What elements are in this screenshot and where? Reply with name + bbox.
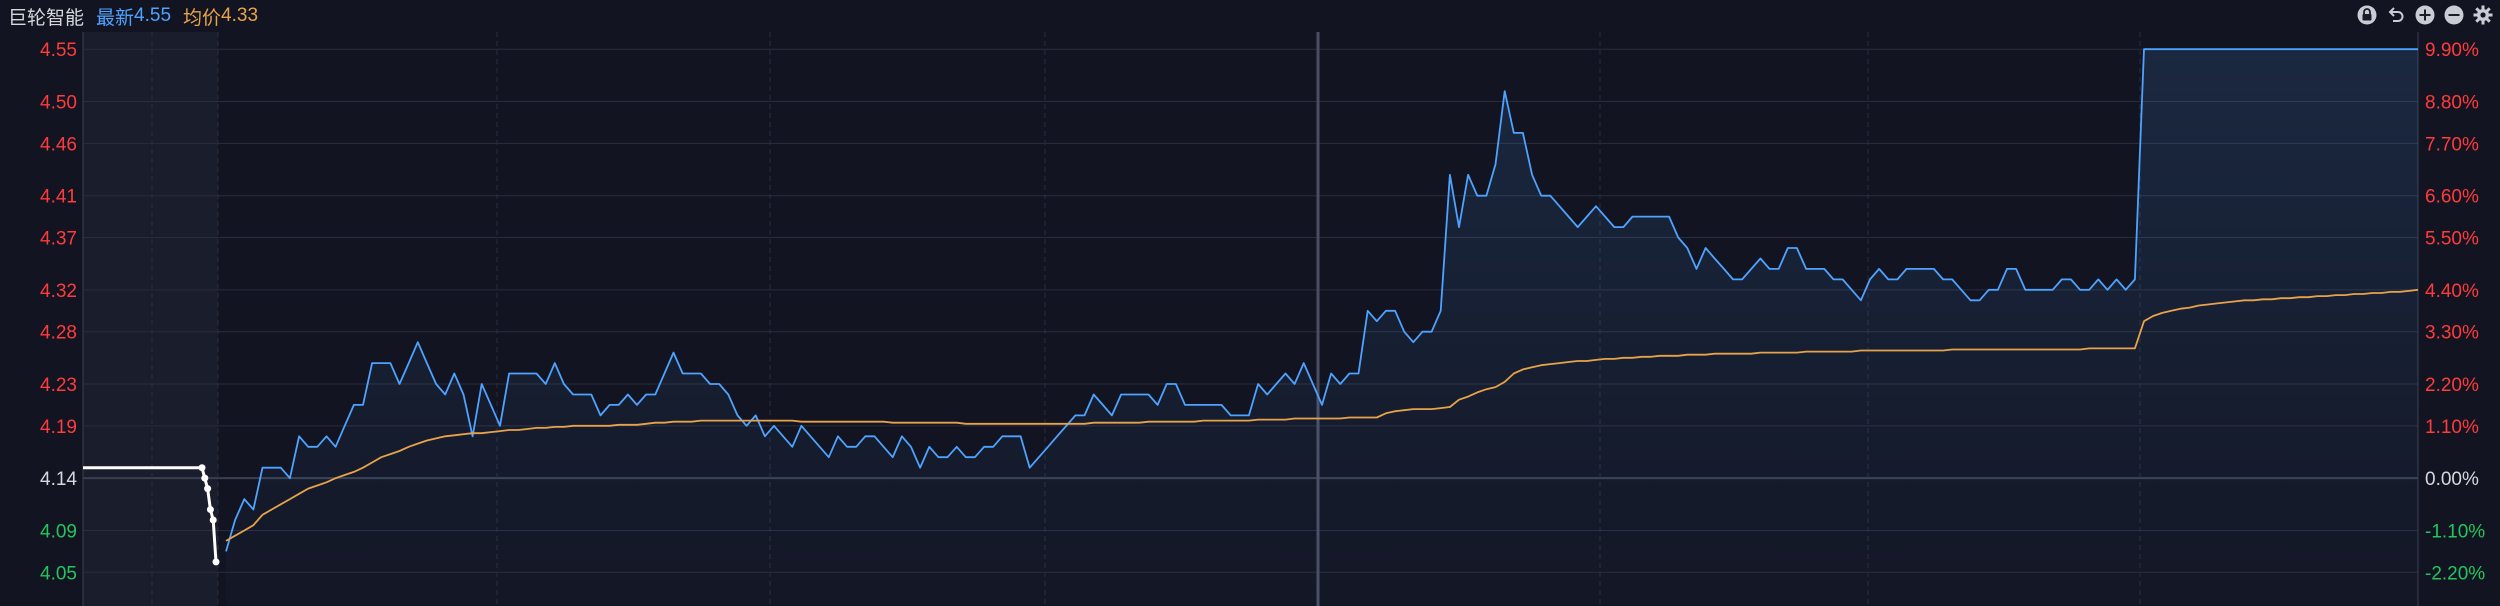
chart-header: 巨轮智能 最新 4.55 均价 4.33 bbox=[0, 0, 2500, 32]
auction-point bbox=[206, 506, 214, 514]
lock-icon[interactable] bbox=[2356, 4, 2378, 26]
price-area bbox=[226, 49, 2418, 606]
intraday-chart[interactable]: 4.55 9.90% 4.50 8.80% 4.46 7.70% 4.41 6.60% 4.37… bbox=[0, 32, 2500, 606]
y-tick-label-left: 4.09 bbox=[40, 521, 77, 542]
y-tick-label-right: 3.30% bbox=[2425, 323, 2479, 344]
y-tick-label-right: 8.80% bbox=[2425, 93, 2479, 114]
avg-price-line bbox=[225, 288, 2419, 542]
y-tick-label-right: 2.20% bbox=[2425, 375, 2479, 396]
y-tick-label-left: 4.37 bbox=[40, 229, 77, 250]
stock-name: 巨轮智能 bbox=[8, 7, 85, 29]
y-tick-label-left: 4.41 bbox=[40, 187, 77, 208]
y-tick-label-right: 6.60% bbox=[2425, 187, 2479, 208]
auction-zone-background bbox=[83, 32, 218, 606]
zoom-out-icon[interactable] bbox=[2443, 4, 2465, 26]
undo-icon[interactable] bbox=[2385, 4, 2407, 26]
latest-price-label: 最新 bbox=[96, 7, 135, 29]
y-tick-label-left: 4.05 bbox=[40, 563, 77, 584]
y-tick-label-left: 4.14 bbox=[40, 469, 77, 490]
avg-price-label: 均价 bbox=[183, 7, 222, 29]
y-tick-label-left: 4.55 bbox=[40, 40, 77, 61]
y-tick-label-right: -2.20% bbox=[2425, 563, 2485, 584]
y-tick-label-left: 4.23 bbox=[40, 375, 77, 396]
y-tick-label-right: 0.00% bbox=[2425, 469, 2479, 490]
y-tick-label-right: 9.90% bbox=[2425, 40, 2479, 61]
y-tick-label-left: 4.32 bbox=[40, 281, 77, 302]
auction-point bbox=[212, 558, 220, 566]
auction-point bbox=[201, 474, 209, 482]
avg-price-value: 4.33 bbox=[221, 5, 259, 26]
y-tick-label-right: 5.50% bbox=[2425, 229, 2479, 250]
settings-icon[interactable] bbox=[2472, 4, 2494, 26]
y-tick-label-right: 4.40% bbox=[2425, 281, 2479, 302]
zoom-in-icon[interactable] bbox=[2414, 4, 2436, 26]
auction-line bbox=[83, 466, 218, 562]
y-tick-label-right: -1.10% bbox=[2425, 521, 2485, 542]
y-tick-label-left: 4.19 bbox=[40, 417, 77, 438]
latest-price-value: 4.55 bbox=[134, 5, 172, 26]
auction-point bbox=[198, 464, 206, 472]
auction-point bbox=[204, 485, 212, 493]
y-tick-label-right: 1.10% bbox=[2425, 417, 2479, 438]
auction-point bbox=[209, 516, 217, 524]
y-tick-label-right: 7.70% bbox=[2425, 134, 2479, 155]
y-tick-label-left: 4.28 bbox=[40, 323, 77, 344]
price-line bbox=[225, 48, 2418, 552]
y-tick-label-left: 4.46 bbox=[40, 134, 77, 155]
chart-toolbar bbox=[2356, 4, 2494, 26]
y-tick-label-left: 4.50 bbox=[40, 93, 77, 114]
